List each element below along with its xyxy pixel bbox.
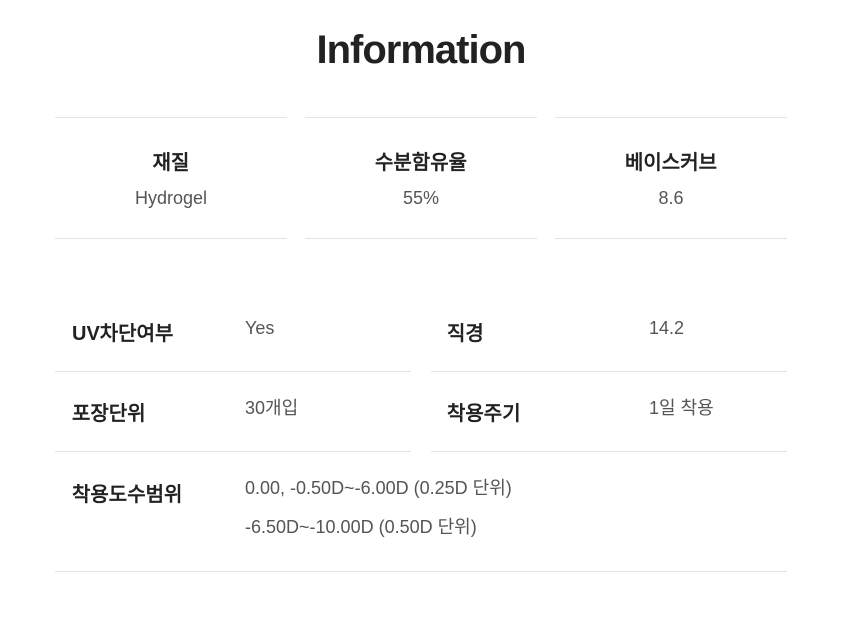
spec-value-line: 0.00, -0.50D~-6.00D (0.25D 단위) (245, 478, 512, 498)
page-title: Information (316, 28, 527, 72)
spec-value: 14.2 (649, 318, 685, 338)
card-value: 55% (402, 188, 440, 208)
spec-label: 착용주기 (447, 403, 521, 425)
card-label: 수분함유율 (375, 152, 467, 174)
spec-value: 30개입 (245, 398, 299, 418)
card-label: 재질 (152, 152, 190, 174)
spec-label: 포장단위 (72, 403, 146, 425)
card-value: Hydrogel (134, 188, 208, 208)
spec-label: 직경 (447, 323, 484, 345)
spec-row-diameter: 직경 14.2 (431, 291, 787, 372)
spec-label: 착용도수범위 (72, 484, 183, 506)
card-label: 베이스커브 (625, 152, 717, 174)
spec-row-power-range: 착용도수범위 0.00, -0.50D~-6.00D (0.25D 단위) -6… (55, 451, 787, 572)
spec-row-package: 포장단위 30개입 (55, 371, 411, 452)
card-water-content: 수분함유율 55% (305, 117, 537, 239)
spec-row-uv: UV차단여부 Yes (55, 291, 411, 372)
card-material: 재질 Hydrogel (55, 117, 287, 239)
card-value: 8.6 (658, 188, 684, 208)
card-base-curve: 베이스커브 8.6 (555, 117, 787, 239)
spec-value-line: -6.50D~-10.00D (0.50D 단위) (245, 517, 477, 537)
spec-label: UV차단여부 (72, 323, 174, 345)
spec-value: 1일 착용 (649, 398, 714, 418)
spec-value: Yes (245, 318, 275, 338)
spec-row-cycle: 착용주기 1일 착용 (431, 371, 787, 452)
